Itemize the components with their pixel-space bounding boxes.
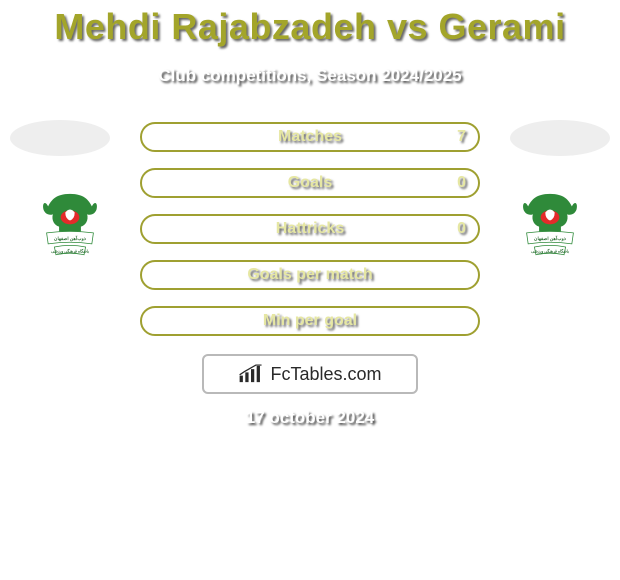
stat-label: Goals per match: [247, 266, 372, 284]
page-title: Mehdi Rajabzadeh vs Gerami: [0, 0, 620, 48]
stat-row-matches: Matches 7: [140, 122, 480, 152]
stat-label: Min per goal: [263, 312, 357, 330]
fctables-text: FcTables.com: [270, 364, 381, 385]
stat-row-goals: Goals 0: [140, 168, 480, 198]
stat-value-right: 0: [457, 174, 466, 192]
stat-label: Hattricks: [276, 220, 344, 238]
club-logo-icon: ذوب‌آهن اصفهان باشگاه فرهنگی ورزشی: [511, 183, 589, 261]
club-logo-icon: ذوب‌آهن اصفهان باشگاه فرهنگی ورزشی: [31, 183, 109, 261]
stat-list: Matches 7 Goals 0 Hattricks 0 Goals per …: [140, 122, 480, 352]
stat-value-right: 7: [457, 128, 466, 146]
stat-value-right: 0: [457, 220, 466, 238]
stat-label: Matches: [278, 128, 342, 146]
stat-row-hattricks: Hattricks 0: [140, 214, 480, 244]
page-subtitle: Club competitions, Season 2024/2025: [0, 66, 620, 86]
fctables-logo[interactable]: FcTables.com: [202, 354, 418, 394]
player-photo-placeholder-left: [10, 120, 110, 156]
stat-row-goals-per-match: Goals per match: [140, 260, 480, 290]
generation-date: 17 october 2024: [0, 408, 620, 428]
svg-text:ذوب‌آهن اصفهان: ذوب‌آهن اصفهان: [534, 235, 567, 242]
comparison-card: Mehdi Rajabzadeh vs Gerami Club competit…: [0, 0, 620, 580]
club-badge-right: ذوب‌آهن اصفهان باشگاه فرهنگی ورزشی: [500, 172, 600, 272]
svg-text:ذوب‌آهن اصفهان: ذوب‌آهن اصفهان: [54, 235, 87, 242]
stat-label: Goals: [288, 174, 332, 192]
player-photo-placeholder-right: [510, 120, 610, 156]
stat-row-min-per-goal: Min per goal: [140, 306, 480, 336]
bar-chart-icon: [238, 364, 264, 384]
club-badge-left: ذوب‌آهن اصفهان باشگاه فرهنگی ورزشی: [20, 172, 120, 272]
